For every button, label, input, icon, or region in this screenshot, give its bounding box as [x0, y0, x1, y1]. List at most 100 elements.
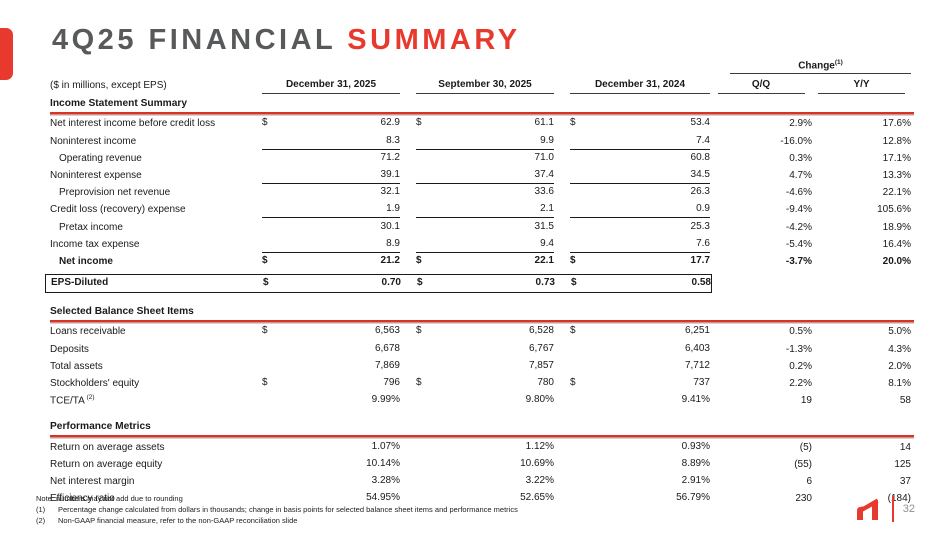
column-header-dec-2024: December 31, 2024: [570, 79, 710, 94]
footnote-rounding: Note: numbers may not add due to roundin…: [36, 494, 183, 504]
cell-value: $21.2: [262, 255, 400, 270]
cell-change-qq: 2.9%: [789, 118, 812, 130]
currency-symbol: $: [263, 276, 269, 288]
amount: 56.79%: [676, 492, 710, 504]
cell-change-yy: 4.3%: [888, 343, 911, 355]
change-header-row: Change(1): [50, 58, 914, 74]
cell-value: 71.0: [416, 152, 554, 167]
cell-value: $62.9: [262, 117, 400, 132]
section-title: Performance Metrics: [50, 419, 914, 438]
currency-symbol: $: [417, 276, 423, 288]
amount: 8.9: [386, 237, 400, 249]
cell-value: 0.9: [570, 203, 710, 219]
cell-value: $737: [570, 377, 710, 392]
amount: 9.41%: [681, 394, 710, 406]
row-label: EPS-Diluted: [51, 277, 109, 289]
amount: 62.9: [380, 117, 400, 129]
cell-change-yy: 17.6%: [882, 118, 911, 130]
cell-change-qq: -3.7%: [785, 255, 812, 267]
cell-value: 6,767: [416, 343, 554, 358]
amount: 7.4: [696, 134, 710, 146]
row-label: Operating revenue: [59, 152, 142, 164]
table-row: Credit loss (recovery) expense 1.9 2.1 0.9 -…: [50, 201, 914, 219]
footnote-item-marker: (1): [36, 505, 46, 515]
amount: 9.99%: [371, 394, 400, 406]
row-label: TCE/TA (2): [50, 393, 95, 407]
cell-change-yy: 13.3%: [882, 169, 911, 181]
cell-value: 7,869: [262, 360, 400, 375]
amount: 21.2: [380, 254, 400, 266]
table-row: EPS-Diluted $0.70 $0.73 $0.58: [45, 273, 914, 294]
table-row: Return on average equity 10.14% 10.69% 8.89…: [50, 456, 914, 473]
page-number: 32: [902, 503, 915, 515]
cell-change-qq: -1.3%: [785, 343, 812, 355]
cell-change-qq: -9.4%: [785, 204, 812, 216]
cell-value: 71.2: [262, 152, 400, 167]
cell-change-qq: [712, 282, 814, 284]
cell-value: 7.6: [570, 238, 710, 253]
amount: 1.07%: [371, 440, 400, 452]
cell-value: 1.12%: [416, 441, 554, 456]
amount: 71.2: [380, 151, 400, 163]
cell-value: 9.80%: [416, 394, 554, 409]
column-header-qq: Q/Q: [710, 79, 812, 94]
amount: 9.4: [540, 237, 554, 249]
cell-value: 2.91%: [570, 475, 710, 490]
cell-change-qq: -4.6%: [785, 187, 812, 199]
cell-value: 56.79%: [570, 492, 710, 507]
cell-change-yy: (184): [887, 493, 911, 505]
table-section: Selected Balance Sheet Items Loans receiv…: [50, 304, 914, 409]
table-row: Net interest margin 3.28% 3.22% 2.91% 6 37: [50, 473, 914, 490]
amount: 0.73: [535, 276, 555, 288]
section-title: Income Statement Summary: [50, 96, 914, 115]
table-row: Stockholders' equity $796 $780 $737 2.2% 8.1%: [50, 375, 914, 392]
row-label: Pretax income: [59, 221, 123, 233]
cell-value: $6,251: [570, 325, 710, 340]
table-section: Performance Metrics Return on average ass…: [50, 419, 914, 507]
amount: 7,857: [528, 359, 554, 371]
row-label: Efficiency ratio: [50, 493, 115, 505]
amount: 7.6: [696, 237, 710, 249]
amount: 1.9: [386, 203, 400, 215]
currency-symbol: $: [262, 117, 268, 129]
amount: 33.6: [534, 186, 554, 198]
cell-change-qq: 4.7%: [789, 169, 812, 181]
cell-change-yy: 2.0%: [888, 360, 911, 372]
row-label: Net interest income before credit loss: [50, 118, 216, 130]
footnotes: Note: numbers may not add due to roundin…: [36, 494, 518, 527]
table-sections: Income Statement Summary Net interest inc…: [45, 96, 914, 507]
table-row: Total assets 7,869 7,857 7,712 0.2% 2.0%: [50, 358, 914, 375]
amount: 3.28%: [371, 474, 400, 486]
cell-change-qq: 2.2%: [789, 377, 812, 389]
cell-value: $0.58: [571, 277, 711, 290]
table-row: Return on average assets 1.07% 1.12% 0.93% (…: [50, 438, 914, 455]
column-header-yy: Y/Y: [812, 79, 911, 94]
cell-value: 33.6: [416, 186, 554, 201]
table-row: Loans receivable $6,563 $6,528 $6,251 0.5% 5.…: [50, 323, 914, 340]
cell-change-yy: 58: [899, 395, 911, 407]
cell-change-yy: 8.1%: [888, 377, 911, 389]
cell-value: 1.07%: [262, 441, 400, 456]
currency-symbol: $: [416, 376, 422, 388]
table-row: Preprovision net revenue 32.1 33.6 26.3 -4.6…: [50, 184, 914, 201]
cell-value: $6,528: [416, 325, 554, 340]
footnote-item: (2) Non-GAAP financial measure, refer to …: [36, 516, 518, 527]
footnote-marker: (2): [84, 393, 95, 401]
hanmi-logo-icon: [856, 497, 883, 521]
cell-value: 9.9: [416, 135, 554, 150]
amount: 8.89%: [681, 457, 710, 469]
cell-value: 8.89%: [570, 458, 710, 473]
footnote-items: (1) Percentage change calculated from dol…: [36, 505, 518, 527]
currency-symbol: $: [570, 117, 576, 129]
amount: 780: [537, 376, 554, 388]
table-row: TCE/TA (2) 9.99% 9.80% 9.41% 19 58: [50, 392, 914, 409]
currency-symbol: $: [262, 325, 268, 337]
eps-box: EPS-Diluted $0.70 $0.73 $0.58: [45, 273, 712, 293]
amount: 0.70: [381, 276, 401, 288]
page-title-red: SUMMARY: [347, 24, 521, 56]
amount: 34.5: [690, 168, 710, 180]
cell-value: $796: [262, 377, 400, 392]
amount: 60.8: [690, 151, 710, 163]
amount: 52.65%: [520, 492, 554, 504]
